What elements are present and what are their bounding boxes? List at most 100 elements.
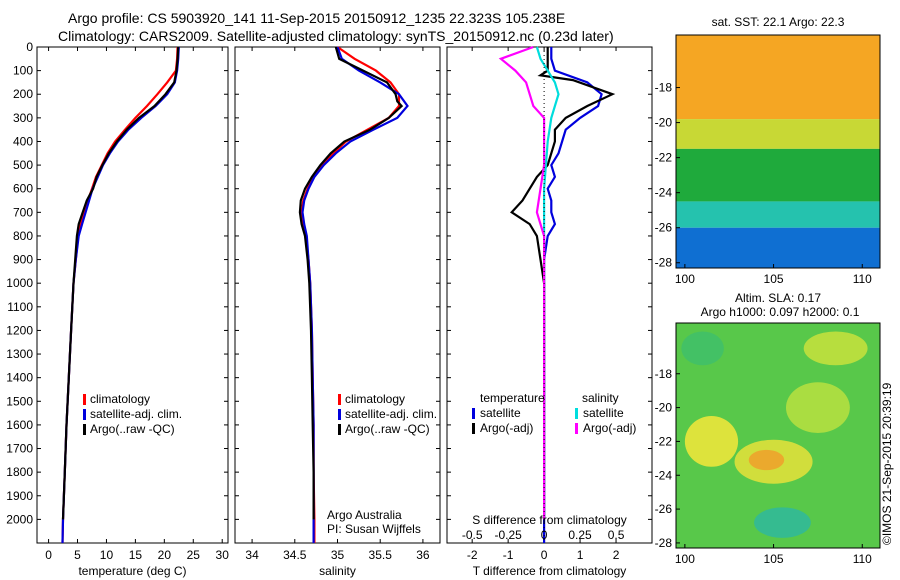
y-tick-label: -28 xyxy=(655,256,673,270)
x-tick-label: -1 xyxy=(503,548,514,562)
map-field xyxy=(676,35,880,268)
series-line-2 xyxy=(298,46,404,520)
x2-axis-label: S difference from climatology xyxy=(472,513,627,527)
sst-band xyxy=(676,119,880,149)
x2-tick-label: 0 xyxy=(541,528,548,542)
profile-title: Argo profile: CS 5903920_141 11-Sep-2015… xyxy=(68,10,566,26)
sla-anomaly xyxy=(681,331,724,366)
legend-swatch xyxy=(338,409,341,420)
x-tick-label: 35 xyxy=(331,548,345,562)
x2-tick-label: 0.25 xyxy=(568,528,592,542)
annotation-text: PI: Susan Wijffels xyxy=(327,522,421,536)
series-line-1 xyxy=(510,47,616,520)
x-tick-label: 30 xyxy=(216,548,230,562)
series-line-1 xyxy=(61,46,180,544)
x-tick-label: -2 xyxy=(467,548,478,562)
y-tick-label: -20 xyxy=(655,116,673,130)
legend-label: Argo(..raw -QC) xyxy=(345,422,430,436)
legend-swatch xyxy=(575,408,578,419)
imos-stamp: ©IMOS 21-Sep-2015 20:39:19 xyxy=(880,382,894,545)
y-tick-label: 600 xyxy=(13,182,33,196)
x-tick-label: 105 xyxy=(764,552,784,566)
y-tick-label: 200 xyxy=(13,87,33,101)
y-tick-label: -18 xyxy=(655,367,673,381)
series-line-2 xyxy=(61,46,180,520)
series-line-3 xyxy=(498,45,546,520)
x-tick-label: 36 xyxy=(416,548,430,562)
map-title: Altim. SLA: 0.17 xyxy=(735,291,821,305)
series-line-1 xyxy=(301,46,409,543)
x-tick-label: 1 xyxy=(577,548,584,562)
map-frame xyxy=(675,322,881,549)
x-tick-label: 110 xyxy=(853,272,872,286)
y-tick-label: -18 xyxy=(655,81,673,95)
x-axis-label: salinity xyxy=(319,564,356,578)
sla-anomaly xyxy=(785,382,850,433)
x-tick-label: 20 xyxy=(158,548,172,562)
map-frame xyxy=(675,34,881,269)
y-tick-label: 100 xyxy=(13,64,33,78)
x-tick-label: 34 xyxy=(245,548,259,562)
y-tick-label: -24 xyxy=(655,468,673,482)
legend-swatch xyxy=(338,424,341,435)
y-tick-label: 800 xyxy=(13,229,33,243)
series-line-2 xyxy=(535,46,560,520)
y-tick-label: 1100 xyxy=(7,300,33,314)
y-tick-label: 700 xyxy=(13,205,33,219)
legend-swatch xyxy=(338,394,341,405)
y-tick-label: -26 xyxy=(655,502,673,516)
sla-anomaly xyxy=(803,331,868,366)
x-tick-label: 0 xyxy=(541,548,548,562)
x-tick-label: 100 xyxy=(675,552,695,566)
map-field xyxy=(676,323,880,548)
legend-label: satellite-adj. clim. xyxy=(345,407,437,421)
x-tick-label: 110 xyxy=(853,552,872,566)
y-tick-label: 1200 xyxy=(6,323,33,337)
sla-anomaly xyxy=(684,416,739,467)
y-tick-label: -28 xyxy=(655,536,673,550)
y-tick-label: 1700 xyxy=(6,442,33,456)
x-tick-label: 0 xyxy=(45,548,52,562)
sst-band xyxy=(676,201,880,228)
sst-band xyxy=(676,148,880,202)
legend-label: satellite xyxy=(583,406,624,420)
x-tick-label: 5 xyxy=(74,548,81,562)
y-tick-label: 900 xyxy=(13,253,33,267)
x-tick-label: 10 xyxy=(100,548,114,562)
x-tick-label: 105 xyxy=(764,272,784,286)
y-tick-label: 1600 xyxy=(6,418,33,432)
y-tick-label: -24 xyxy=(655,186,673,200)
y-tick-label: -22 xyxy=(655,434,673,448)
sst-band xyxy=(676,35,880,120)
y-tick-label: 400 xyxy=(13,134,33,148)
legend-label: satellite-adj. clim. xyxy=(90,407,182,421)
y-tick-label: 1900 xyxy=(6,489,33,503)
legend-label: Argo(-adj) xyxy=(583,421,636,435)
sst-band xyxy=(676,227,880,268)
x-axis-label: temperature (deg C) xyxy=(78,564,186,578)
legend-swatch xyxy=(83,409,86,420)
y-tick-label: 1300 xyxy=(6,347,33,361)
legend-heading: temperature xyxy=(480,391,545,405)
panel-frame xyxy=(446,46,653,544)
map-title: sat. SST: 22.1 Argo: 22.3 xyxy=(712,15,845,29)
climatology-subtitle: Climatology: CARS2009. Satellite-adjuste… xyxy=(58,28,614,44)
y-tick-label: 1800 xyxy=(6,465,33,479)
legend-swatch xyxy=(472,408,475,419)
panel-frame xyxy=(234,46,441,544)
x2-tick-label: -0.25 xyxy=(494,528,522,542)
x2-tick-label: -0.5 xyxy=(462,528,483,542)
legend-label: Argo(-adj) xyxy=(480,421,533,435)
y-tick-label: 500 xyxy=(13,158,33,172)
y-tick-label: 1500 xyxy=(6,394,33,408)
sla-anomaly xyxy=(748,449,785,471)
legend-swatch xyxy=(83,424,86,435)
x-tick-label: 35.5 xyxy=(369,548,393,562)
legend-swatch xyxy=(83,394,86,405)
map-subtitle: Argo h1000: 0.097 h2000: 0.1 xyxy=(701,305,860,319)
legend-label: climatology xyxy=(90,392,150,406)
y-tick-label: 300 xyxy=(13,111,33,125)
legend-swatch xyxy=(472,423,475,434)
x-axis-label: T difference from climatology xyxy=(473,564,627,578)
